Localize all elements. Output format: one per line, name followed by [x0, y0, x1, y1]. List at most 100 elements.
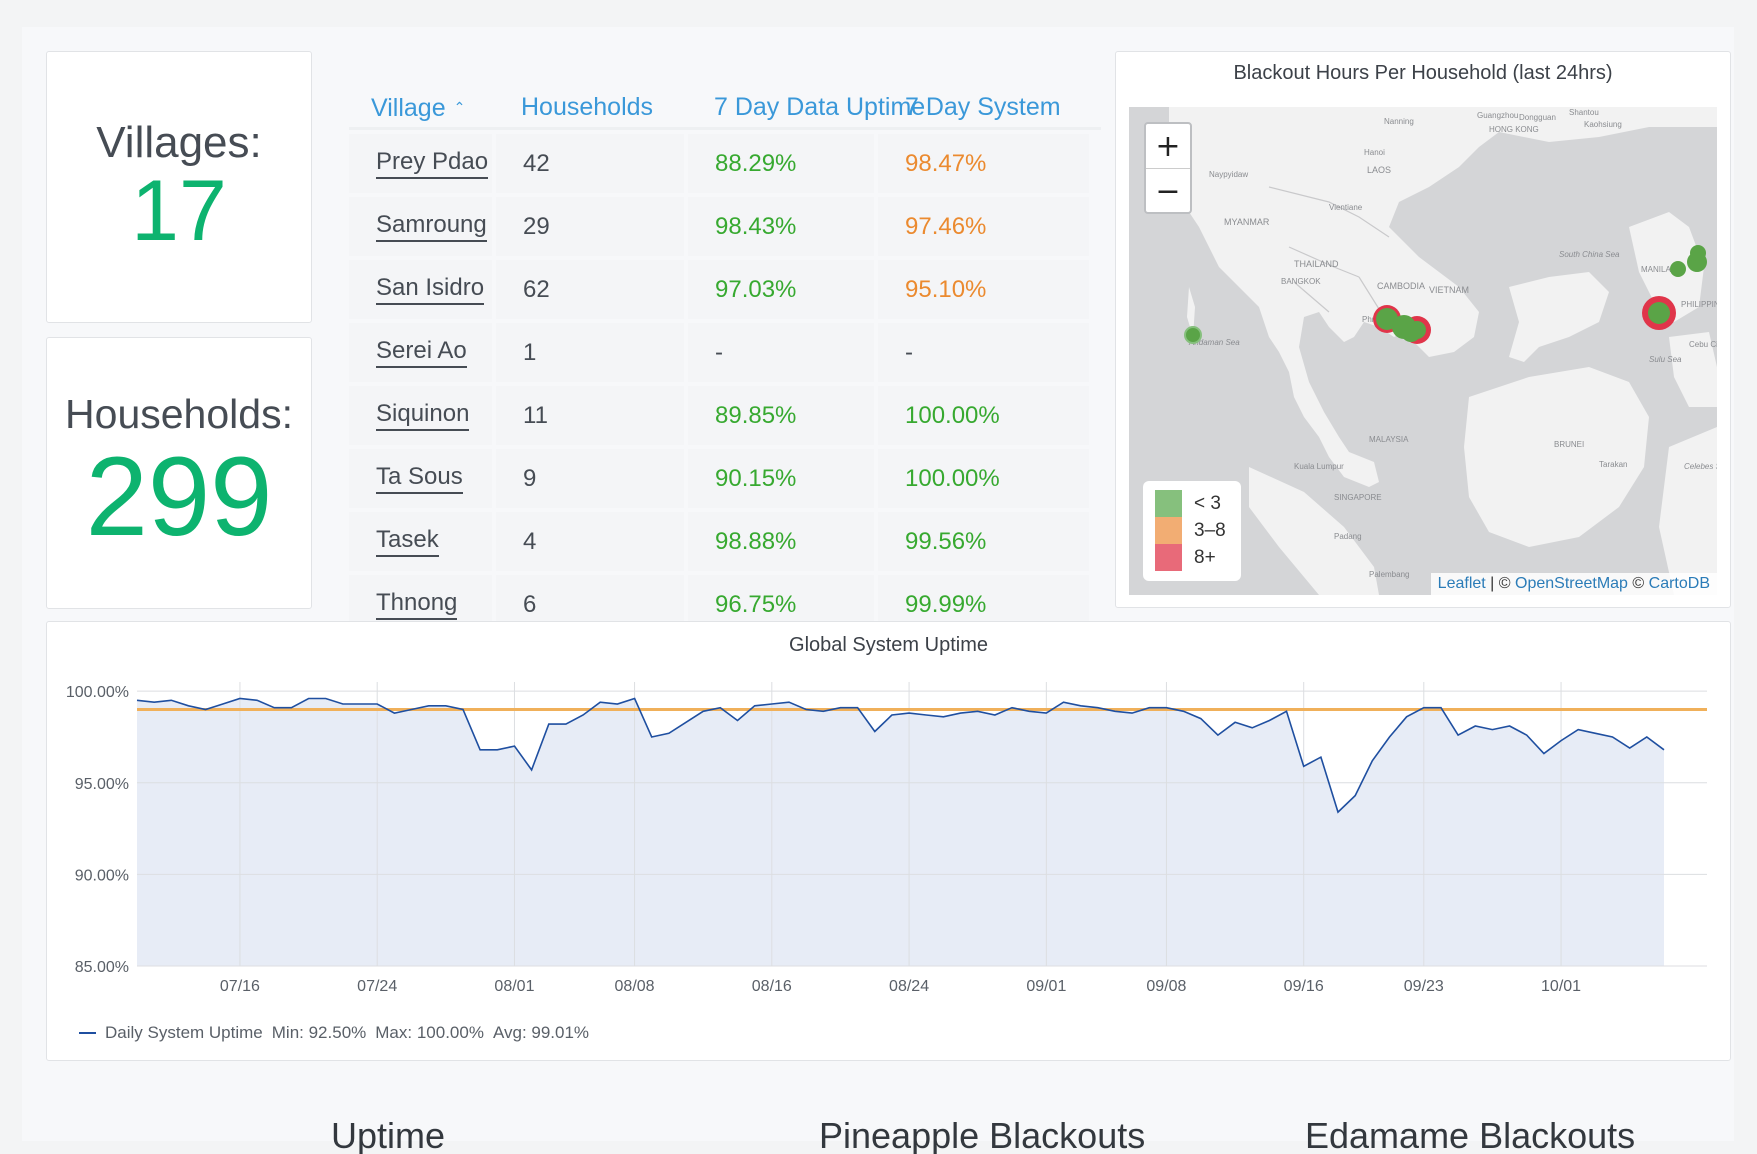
- legend-swatch: [1155, 517, 1182, 544]
- table-row: Thnong 6 96.75% 99.99%: [349, 575, 1089, 634]
- map-marker[interactable]: [1690, 245, 1706, 261]
- osm-link[interactable]: OpenStreetMap: [1515, 575, 1628, 592]
- svg-text:Naypyidaw: Naypyidaw: [1209, 170, 1248, 179]
- svg-text:LAOS: LAOS: [1367, 165, 1391, 175]
- svg-text:Hanoi: Hanoi: [1364, 148, 1385, 157]
- sort-ascending-icon[interactable]: ⌃: [453, 99, 466, 115]
- philippines-shape: [1629, 212, 1704, 322]
- village-link[interactable]: Tasek: [376, 526, 439, 557]
- blackout-map-panel: Blackout Hours Per Household (last 24hrs…: [1115, 51, 1731, 608]
- svg-text:Sulu Sea: Sulu Sea: [1649, 355, 1682, 364]
- y-tick-label: 100.00%: [66, 684, 129, 701]
- column-header-households[interactable]: Households: [521, 93, 654, 121]
- svg-text:Tarakan: Tarakan: [1599, 460, 1627, 469]
- cartodb-link[interactable]: CartoDB: [1648, 575, 1710, 592]
- legend-line-swatch: [79, 1032, 96, 1034]
- households-cell: 9: [496, 449, 684, 508]
- x-tick-label: 07/16: [220, 978, 260, 995]
- map-marker[interactable]: [1670, 261, 1686, 277]
- legend-series-name: Daily System Uptime: [105, 1023, 263, 1042]
- map-legend: < 3 3–8 8+: [1143, 481, 1241, 581]
- village-cell: Tasek: [349, 512, 492, 571]
- village-link[interactable]: Thnong: [376, 589, 458, 620]
- system-uptime-cell: -: [878, 323, 1089, 382]
- village-link[interactable]: Samroung: [376, 211, 487, 242]
- village-link[interactable]: Ta Sous: [376, 463, 463, 494]
- x-tick-label: 08/01: [494, 978, 534, 995]
- uptime-area: [137, 698, 1664, 966]
- borneo-shape: [1464, 367, 1649, 547]
- table-row: Tasek 4 98.88% 99.56%: [349, 512, 1089, 571]
- svg-text:Dongguan: Dongguan: [1519, 113, 1556, 122]
- zoom-control: + −: [1144, 122, 1192, 214]
- svg-text:Andaman Sea: Andaman Sea: [1188, 338, 1240, 347]
- x-tick-label: 09/16: [1284, 978, 1324, 995]
- uptime-line[interactable]: [136, 697, 1665, 814]
- svg-text:BRUNEI: BRUNEI: [1554, 440, 1584, 449]
- households-stat-panel: Households: 299: [46, 337, 312, 609]
- legend-swatch: [1155, 544, 1182, 571]
- x-tick-label: 08/24: [889, 978, 929, 995]
- sumatra-shape: [1249, 467, 1379, 595]
- svg-text:Nanning: Nanning: [1384, 117, 1414, 126]
- svg-text:MANILA: MANILA: [1641, 265, 1671, 274]
- leaflet-link[interactable]: Leaflet: [1437, 575, 1486, 592]
- households-cell: 4: [496, 512, 684, 571]
- village-cell: Samroung: [349, 197, 492, 256]
- column-header-village[interactable]: Village ⌃: [371, 94, 466, 122]
- uptime-section-title: Uptime: [331, 1115, 446, 1154]
- mainland-asia-shape: [1169, 107, 1717, 487]
- svg-text:Guangzhou: Guangzhou: [1477, 111, 1518, 120]
- village-link[interactable]: San Isidro: [376, 274, 485, 305]
- svg-text:HONG KONG: HONG KONG: [1489, 125, 1539, 134]
- map-marker[interactable]: [1401, 322, 1421, 342]
- borneo-north-shape: [1509, 272, 1609, 362]
- village-cell: Prey Pdao: [349, 134, 492, 193]
- households-cell: 29: [496, 197, 684, 256]
- legend-swatch: [1155, 490, 1182, 517]
- chart-title: Global System Uptime: [789, 634, 988, 656]
- data-uptime-cell: 98.43%: [688, 197, 874, 256]
- x-tick-label: 09/01: [1026, 978, 1066, 995]
- dashboard-canvas: Villages: 17 Households: 299 Village ⌃ Ho…: [22, 27, 1734, 1154]
- map-view[interactable]: Nanning Guangzhou Dongguan Shantou Kaohs…: [1129, 107, 1717, 595]
- svg-text:VIETNAM: VIETNAM: [1429, 285, 1469, 295]
- svg-text:THAILAND: THAILAND: [1294, 259, 1339, 269]
- table-row: Ta Sous 9 90.15% 100.00%: [349, 449, 1089, 508]
- svg-text:Kuala Lumpur: Kuala Lumpur: [1294, 462, 1344, 471]
- legend-avg: Avg: 99.01%: [492, 1023, 590, 1042]
- system-uptime-cell: 97.46%: [878, 197, 1089, 256]
- village-cell: Serei Ao: [349, 323, 492, 382]
- chart-legend[interactable]: Daily System Uptime Min: 92.50% Max: 100…: [79, 1023, 598, 1043]
- data-uptime-cell: 90.15%: [688, 449, 874, 508]
- map-marker[interactable]: [1184, 326, 1202, 344]
- x-tick-label: 08/08: [615, 978, 655, 995]
- table-row: Siquinon 11 89.85% 100.00%: [349, 386, 1089, 445]
- svg-text:Shantou: Shantou: [1569, 108, 1599, 117]
- map-tiles[interactable]: Nanning Guangzhou Dongguan Shantou Kaohs…: [1129, 107, 1717, 595]
- system-uptime-cell: 98.47%: [878, 134, 1089, 193]
- legend-max: Max: 100.00%: [375, 1023, 484, 1042]
- andaman-islands-shape: [1187, 287, 1195, 337]
- village-link[interactable]: Siquinon: [376, 400, 470, 431]
- village-link[interactable]: Serei Ao: [376, 337, 467, 368]
- legend-item-high: 8+: [1155, 544, 1229, 571]
- villages-label: Villages:: [96, 117, 262, 167]
- table-row: San Isidro 62 97.03% 95.10%: [349, 260, 1089, 319]
- svg-text:MYANMAR: MYANMAR: [1224, 217, 1270, 227]
- table-row: Samroung 29 98.43% 97.46%: [349, 197, 1089, 256]
- uptime-chart[interactable]: 100.00% 95.00% 90.00% 85.00% 07/16 07/24 08/01…: [47, 622, 1732, 1012]
- x-tick-label: 10/01: [1541, 978, 1581, 995]
- table-row: Prey Pdao 42 88.29% 98.47%: [349, 134, 1089, 193]
- x-tick-label: 09/23: [1404, 978, 1444, 995]
- system-uptime-cell: 95.10%: [878, 260, 1089, 319]
- data-uptime-cell: 89.85%: [688, 386, 874, 445]
- svg-text:CAMBODIA: CAMBODIA: [1377, 281, 1425, 291]
- zoom-out-button[interactable]: −: [1155, 173, 1181, 209]
- village-link[interactable]: Prey Pdao: [376, 148, 489, 179]
- mindanao-shape: [1669, 332, 1717, 407]
- zoom-in-button[interactable]: +: [1155, 128, 1181, 164]
- column-header-data-uptime[interactable]: 7 Day Data Uptime: [714, 93, 926, 121]
- data-uptime-cell: 97.03%: [688, 260, 874, 319]
- village-table: Village ⌃ Households 7 Day Data Uptime 7 …: [349, 79, 1101, 644]
